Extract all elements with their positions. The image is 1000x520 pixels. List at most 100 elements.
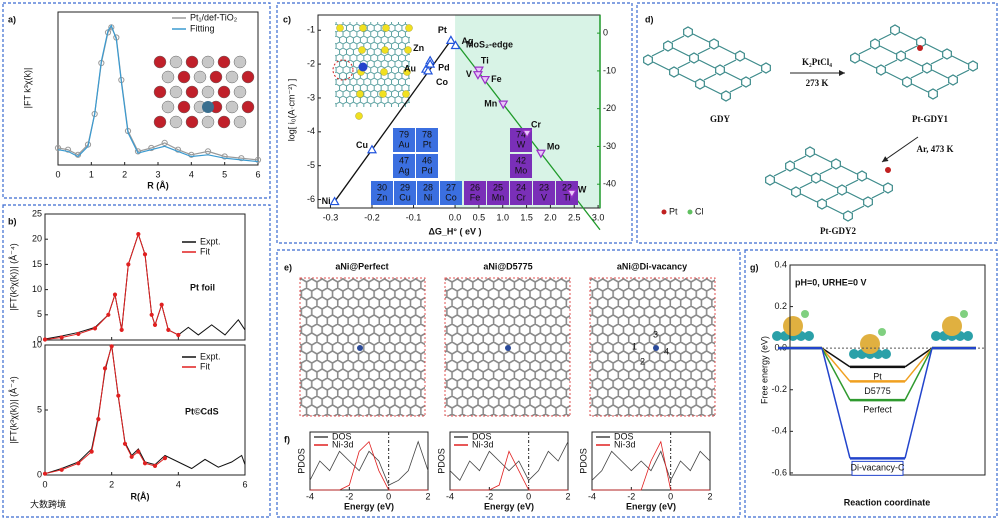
pt-atom [885,167,891,173]
data-point [134,148,142,155]
atom [177,100,191,114]
bond [652,61,670,71]
ring [811,172,821,184]
y-tick-label: -4 [307,126,315,136]
point-label: Pd [438,62,450,72]
annotation: Pt foil [190,282,215,292]
watermark: 大数跨境 [30,498,66,509]
support-atom [881,349,891,359]
bond [774,181,792,191]
bond [820,179,838,189]
y-tick-label: -2 [307,58,315,68]
legend-label: Fitting [190,23,215,33]
x-tick-label: 4 [189,169,194,179]
site-label: 3 [653,329,658,339]
panel-label: a) [8,14,16,24]
structure-title: aNi@Perfect [335,261,388,271]
element-number: 74 [516,129,526,139]
ring [948,74,958,86]
data-point [473,66,484,76]
element-cell [556,181,578,205]
element-number: 78 [422,129,432,139]
legend-label: DOS [472,431,492,441]
data-point [54,144,62,152]
x-tick-label: 0 [668,491,673,501]
panel-label: g) [750,262,759,272]
data-point [535,149,546,159]
element-symbol: V [541,192,547,202]
x-axis-label: R (Å) [147,180,169,190]
x-tick-label: 5 [222,169,227,179]
bond [749,71,763,79]
y-tick-label: -1 [307,25,315,35]
bond [678,73,696,83]
ni-atom [653,345,659,351]
y-tick-label: 25 [32,208,42,218]
ring [715,64,725,76]
x-tick-label: 0 [386,491,391,501]
x-tick-label: 2.0 [544,212,557,222]
y-axis-label: log[ i₀(A·cm⁻²) ] [286,79,296,142]
dopant-atom [358,62,368,72]
ring [968,60,978,72]
bond [910,71,924,79]
chart-title: pH=0, URHE=0 V [795,277,867,287]
element-number: 24 [516,182,526,192]
element-symbol: Cr [516,192,526,202]
y-axis-label: PDOS [436,448,446,474]
bond [879,45,897,55]
bond [724,71,742,81]
ring [721,90,731,102]
ring [709,38,719,50]
x-tick-label: -4 [446,491,454,501]
legend-label: Expt. [200,351,221,361]
connector [904,347,933,401]
bond [794,167,812,177]
ring [805,146,815,158]
bond [840,165,858,175]
atom [153,115,167,129]
atom [201,115,215,129]
bond [931,69,949,79]
x-axis-label: R(Å) [131,491,150,501]
bond [851,205,865,213]
atom [169,115,183,129]
atom [217,85,231,99]
x-tick-label: 0 [526,491,531,501]
data-point [76,331,81,337]
element-cell [417,181,439,205]
y2-tick-label: -30 [603,141,616,151]
element-number: 27 [446,182,456,192]
element-number: 26 [470,182,480,192]
x-tick-label: -2 [345,491,353,501]
element-cell [416,154,438,178]
atom [225,70,239,84]
element-cell [440,181,462,205]
x-tick-label: 3.0 [592,212,605,222]
x-tick-label: 2 [707,491,712,501]
atom [177,70,191,84]
ring [683,26,693,38]
legend-dot [661,209,667,215]
bond [866,177,884,187]
point-label: Pt [438,25,447,35]
sulfur-atom [381,46,389,54]
series-line [57,24,259,163]
x-tick-label: 2.5 [568,212,581,222]
data-point [84,141,92,148]
scheme-label: 273 K [806,78,829,88]
ring [643,54,653,66]
x-tick-label: 1 [89,169,94,179]
connector [821,347,851,368]
element-number: 42 [516,155,526,165]
x-tick-label: 0 [55,169,60,179]
element-number: 22 [562,182,572,192]
x-axis-label: ΔG_H° ( eV ) [428,226,481,236]
atom [201,85,215,99]
data-point [129,454,134,459]
y-axis-label: |FT(k³χ(k))| (Å⁻⁴) [8,243,18,311]
bond [698,59,716,69]
series-line [44,232,246,340]
legend-label: DOS [332,431,352,441]
